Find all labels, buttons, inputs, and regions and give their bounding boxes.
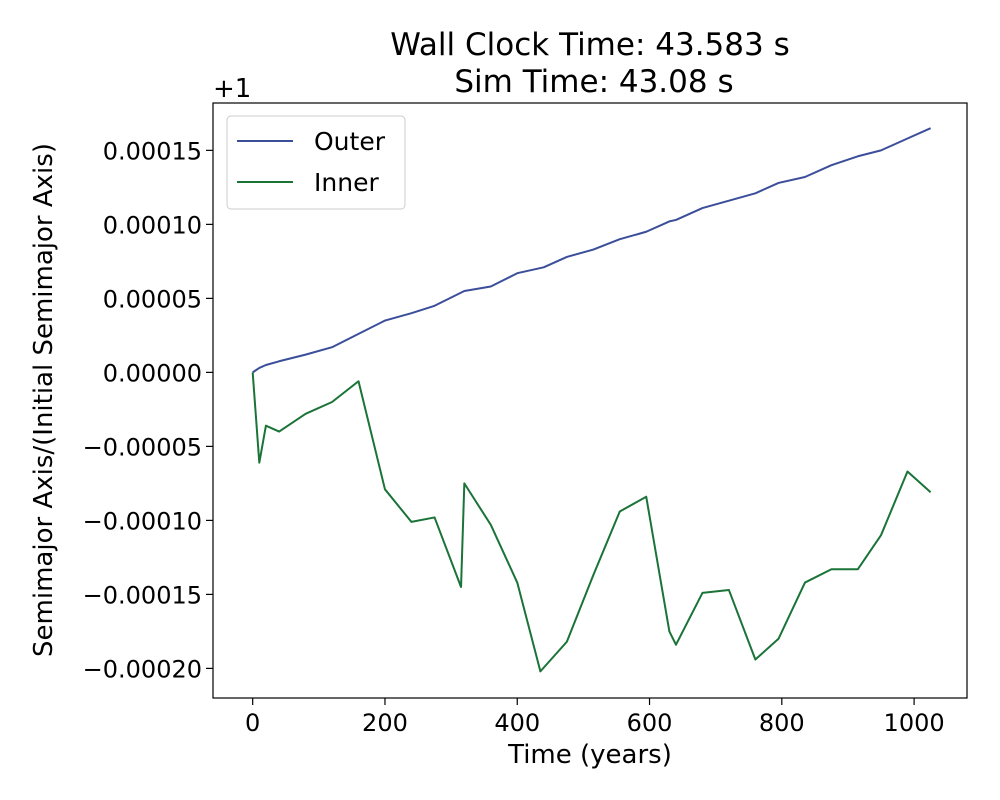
series-line-inner [251, 372, 932, 673]
y-axis-offset-label: +1 [213, 74, 251, 104]
x-tick-label: 0 [245, 709, 260, 737]
x-tick-label: 400 [494, 709, 540, 737]
y-tick-label: −0.00015 [83, 581, 202, 609]
chart-subtitle: Sim Time: 43.08 s [454, 64, 733, 100]
y-tick-label: 0.00010 [103, 211, 202, 239]
x-axis-ticks: 0 200 400 600 800 1000 [245, 698, 945, 737]
legend-label-inner: Inner [314, 168, 379, 197]
series-line-outer [252, 127, 932, 374]
y-axis-label: Semimajor Axis/(Initial Semimajor Axis) [29, 143, 59, 657]
x-tick-label: 1000 [884, 709, 945, 737]
y-tick-label: 0.00000 [103, 359, 202, 387]
x-axis-label: Time (years) [507, 740, 672, 770]
y-tick-label: −0.00020 [83, 655, 202, 683]
x-tick-label: 200 [362, 709, 408, 737]
y-tick-label: −0.00010 [83, 507, 202, 535]
y-tick-label: −0.00005 [83, 433, 202, 461]
x-tick-label: 600 [627, 709, 673, 737]
legend-box [226, 115, 406, 210]
chart-title: Wall Clock Time: 43.583 s [390, 27, 789, 63]
legend-label-outer: Outer [314, 127, 386, 156]
plot-area-frame [212, 102, 968, 699]
series-layer [251, 127, 932, 673]
legend: Outer Inner [226, 115, 406, 210]
y-tick-label: 0.00015 [103, 137, 202, 165]
x-tick-label: 800 [759, 709, 805, 737]
y-tick-label: 0.00005 [103, 285, 202, 313]
y-axis-ticks: −0.00020 −0.00015 −0.00010 −0.00005 0.00000 0… [83, 137, 213, 683]
